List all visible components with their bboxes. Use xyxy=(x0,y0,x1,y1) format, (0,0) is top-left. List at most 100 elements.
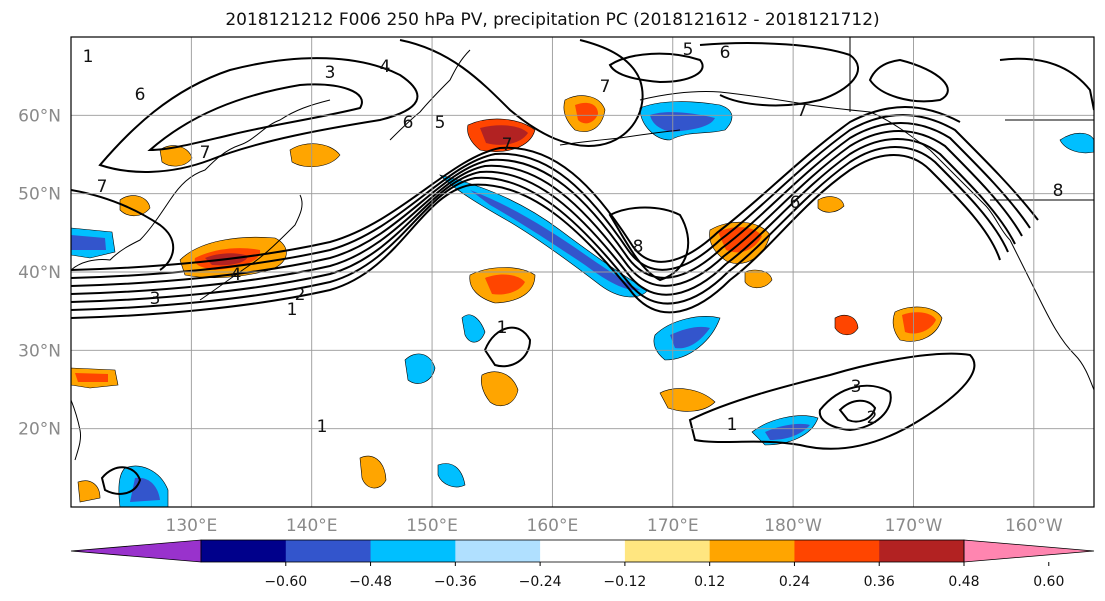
contour-label: 1 xyxy=(727,415,738,435)
colorbar-tick-label: −0.36 xyxy=(434,574,477,590)
positive-pc-mid-south xyxy=(480,371,519,406)
contour-label: 8 xyxy=(1053,181,1064,201)
contour-label: 1 xyxy=(287,300,298,320)
colorbar: −0.60 −0.48 −0.36 −0.24 −0.12 0.12 0.24 0.36 0.4… xyxy=(70,539,1095,590)
contour-label: 6 xyxy=(720,43,731,63)
colorbar-outline xyxy=(200,539,965,563)
colorbar-tick-label: 0.48 xyxy=(948,574,979,590)
positive-pc-center-core xyxy=(485,274,525,295)
colorbar-segment xyxy=(963,539,1095,563)
lat-tick-label: 60°N xyxy=(18,106,61,126)
colorbar-segment xyxy=(70,539,202,563)
pv-contour-14 xyxy=(868,58,949,103)
negative-pc-mid-core xyxy=(670,326,710,349)
contour-label: 6 xyxy=(790,193,801,213)
colorbar-segment xyxy=(370,540,456,562)
colorbar-segment xyxy=(201,540,287,562)
coast-aleutians xyxy=(559,129,681,146)
contour-label: 5 xyxy=(683,40,694,60)
map-frame xyxy=(70,36,1095,508)
coast-alaska xyxy=(639,91,1011,241)
pv-contour-3 xyxy=(71,138,1016,303)
pv-contour-7 xyxy=(71,106,961,271)
coast-philippines xyxy=(71,399,81,461)
positive-pc-okhotsk-core xyxy=(480,125,528,145)
coast-na-west xyxy=(1009,239,1094,391)
positive-pc-small-2 xyxy=(359,455,387,489)
pv-contour-13 xyxy=(699,42,860,107)
colorbar-segment xyxy=(540,540,626,562)
colorbar-tick-label: 0.24 xyxy=(779,574,810,590)
contour-label: 1 xyxy=(497,318,508,338)
lon-tick-label: 140°E xyxy=(286,516,338,536)
pv-contours xyxy=(71,39,1094,495)
contour-label: 1 xyxy=(317,417,328,437)
negative-pc-left-core xyxy=(71,235,106,250)
contour-label: 7 xyxy=(200,143,211,163)
colorbar-tick-label: −0.24 xyxy=(519,574,562,590)
colorbar-segment xyxy=(794,540,880,562)
colorbar-tick-label: 0.12 xyxy=(694,574,725,590)
positive-pc-small-6 xyxy=(77,480,101,503)
contour-label: 7 xyxy=(502,135,513,155)
negative-pc-small-3 xyxy=(437,463,466,488)
negative-pc-small-1 xyxy=(404,353,436,384)
pv-contour-11 xyxy=(399,39,644,147)
colorbar-segment xyxy=(709,540,795,562)
colorbar-tick-label: 0.60 xyxy=(1033,574,1064,590)
contour-label: 6 xyxy=(135,85,146,105)
pv-contour-16 xyxy=(71,189,175,271)
pv-contour-19 xyxy=(818,384,892,432)
colorbar-tick-label: −0.48 xyxy=(349,574,392,590)
lon-tick-label: 170°W xyxy=(885,516,943,536)
positive-pc-small-3 xyxy=(119,195,151,217)
positive-pc-sea-2 xyxy=(289,143,341,168)
pv-contour-9 xyxy=(98,57,419,173)
pv-contour-17 xyxy=(483,326,532,368)
pv-contour-20 xyxy=(838,399,877,423)
coastlines xyxy=(71,37,1094,461)
colorbar-segment xyxy=(285,540,372,562)
pv-contour-5 xyxy=(71,122,1031,287)
longitude-ticks: 130°E 140°E 150°E 160°E 170°E 180°W 170°W 160°W… xyxy=(166,516,1063,536)
contour-label: 3 xyxy=(851,377,862,397)
graticule xyxy=(71,37,1094,507)
contour-label: 4 xyxy=(380,57,391,77)
lon-tick-label: 180°W xyxy=(764,516,822,536)
positive-pc-sea xyxy=(159,145,193,167)
lon-tick-label: 160°E xyxy=(527,516,579,536)
contour-label: 8 xyxy=(633,237,644,257)
pv-contour-1 xyxy=(71,154,1001,319)
contour-label: 3 xyxy=(325,63,336,83)
lon-tick-label: 170°E xyxy=(647,516,699,536)
lat-tick-label: 40°N xyxy=(18,263,61,283)
contour-label: 7 xyxy=(600,77,611,97)
colorbar-tick-label: −0.60 xyxy=(264,574,307,590)
positive-pc-east-core xyxy=(902,312,936,334)
pv-contour-10 xyxy=(147,83,363,152)
contour-label: 2 xyxy=(867,408,878,428)
lat-tick-label: 30°N xyxy=(18,341,61,361)
colorbar-tick-label: 0.36 xyxy=(864,574,895,590)
pv-contour-18 xyxy=(688,352,976,450)
lon-tick-label: 160°W xyxy=(1005,516,1063,536)
pv-contour-15 xyxy=(999,57,1094,111)
coast-kamchatka xyxy=(389,49,471,141)
lat-tick-label: 50°N xyxy=(18,185,61,205)
positive-pc-kamchatka-core xyxy=(575,102,598,124)
contour-label: 5 xyxy=(435,113,446,133)
lon-tick-label: 150°E xyxy=(406,516,458,536)
contour-label: 7 xyxy=(97,177,108,197)
colorbar-segment xyxy=(624,540,711,562)
positive-pc-small-5 xyxy=(817,196,845,213)
positive-pc-west-core xyxy=(75,373,108,382)
negative-pc-core xyxy=(470,190,640,291)
pv-contour-8 xyxy=(608,206,690,282)
coast-japan xyxy=(199,194,303,301)
positive-pc-subtropic xyxy=(659,388,716,412)
negative-pc-ne-core xyxy=(650,112,715,132)
colorbar-segment xyxy=(879,540,965,562)
lon-tick-label: 130°E xyxy=(166,516,218,536)
contour-label: 3 xyxy=(150,289,161,309)
